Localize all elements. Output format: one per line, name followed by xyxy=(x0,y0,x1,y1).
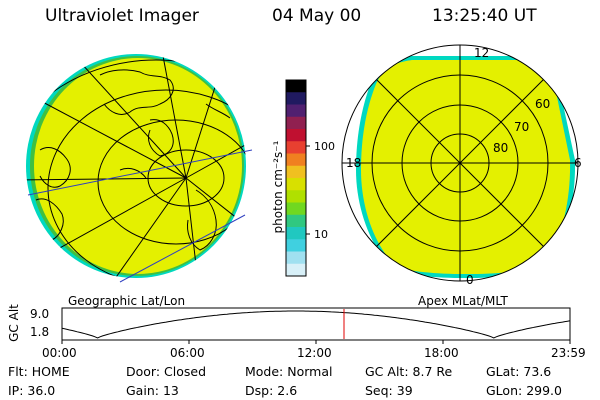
apex-caption: Apex MLat/MLT xyxy=(418,294,508,308)
altitude-xtick-1800: 18:00 xyxy=(424,346,459,360)
intensity-colorbar xyxy=(285,79,310,277)
altitude-ylabel: GC Alt xyxy=(7,304,21,342)
mlat-label-80: 80 xyxy=(493,141,509,155)
altitude-xtick-0000: 00:00 xyxy=(42,346,77,360)
info-seq: Seq: 39 xyxy=(365,383,413,398)
mlat-label-60: 60 xyxy=(535,97,551,111)
info-flight: Flt: HOME xyxy=(8,364,70,379)
info-mode: Mode: Normal xyxy=(245,364,333,379)
colorbar-unit-label: photon cm⁻²s⁻¹ xyxy=(271,140,285,234)
altitude-xtick-2359: 23:59 xyxy=(551,346,586,360)
mlt-label-noon: 12 xyxy=(474,46,490,60)
altitude-xtick-1200: 12:00 xyxy=(297,346,332,360)
mlt-label-dawn: 6 xyxy=(574,156,582,170)
info-door: Door: Closed xyxy=(126,364,207,379)
apex-polar-image xyxy=(341,44,579,282)
info-gain: Gain: 13 xyxy=(126,383,179,398)
info-gc-alt: GC Alt: 8.7 Re xyxy=(365,364,453,379)
info-ip: IP: 36.0 xyxy=(8,383,56,398)
info-glat: GLat: 73.6 xyxy=(486,364,552,379)
info-glon: GLon: 299.0 xyxy=(486,383,562,398)
mlt-label-dusk: 18 xyxy=(346,156,362,170)
image-time: 13:25:40 UT xyxy=(432,6,537,26)
geographic-caption: Geographic Lat/Lon xyxy=(68,294,186,308)
colorbar-tick-100: 100 xyxy=(314,140,335,153)
altitude-ytick-max: 9.0 xyxy=(30,307,50,321)
altitude-plot xyxy=(61,307,571,344)
geographic-image xyxy=(26,54,253,283)
mlat-label-70: 70 xyxy=(514,120,530,134)
app-title: Ultraviolet Imager xyxy=(45,6,199,26)
info-dsp: Dsp: 2.6 xyxy=(245,383,298,398)
image-date: 04 May 00 xyxy=(272,6,362,26)
colorbar-tick-10: 10 xyxy=(314,228,328,241)
mlt-label-midnight: 0 xyxy=(466,273,474,287)
altitude-xtick-0600: 06:00 xyxy=(170,346,205,360)
status-info-table: Flt: HOME Door: Closed Mode: Normal GC A… xyxy=(8,364,598,400)
altitude-ytick-min: 1.8 xyxy=(30,325,50,339)
